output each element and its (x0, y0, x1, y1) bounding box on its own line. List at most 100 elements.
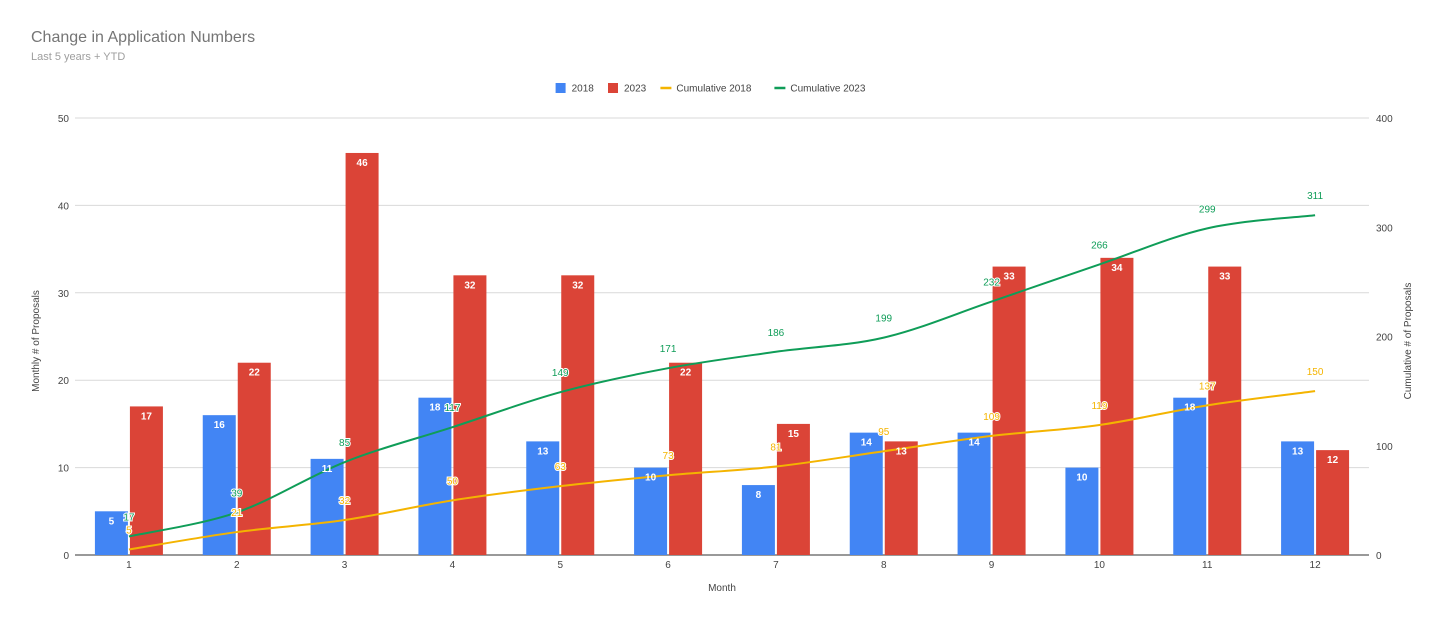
series-line (128, 390, 1316, 551)
x-tick-label: 11 (1202, 560, 1213, 571)
bar-data-label: 22 (680, 368, 692, 379)
legend-label: Cumulative 2023 (790, 84, 865, 95)
line-data-label: 171 (660, 344, 677, 355)
line-data-label: 63 (555, 462, 567, 473)
bar-data-label: 10 (1076, 473, 1088, 484)
bar-data-label: 8 (756, 490, 762, 501)
bar (741, 485, 775, 555)
x-tick-label: 8 (881, 560, 887, 571)
line-data-label: 21 (231, 508, 243, 519)
series-line (128, 214, 1316, 538)
left-tick-label: 50 (58, 114, 70, 125)
x-tick-label: 3 (342, 560, 348, 571)
line-data-label: 39 (231, 488, 243, 499)
bar (1208, 266, 1242, 555)
bar (453, 275, 487, 555)
bar-data-label: 16 (214, 420, 226, 431)
bar-data-label: 33 (1219, 272, 1231, 283)
bar (94, 511, 128, 555)
line-data-label: 50 (447, 476, 459, 487)
line-data-label: 81 (770, 443, 782, 454)
x-tick-label: 4 (450, 560, 456, 571)
x-tick-label: 12 (1310, 560, 1322, 571)
right-axis-ticks: 0 100 200 300 400 (1376, 114, 1393, 562)
legend-label: 2023 (624, 84, 647, 95)
line-data-label: 199 (875, 314, 892, 325)
left-axis-ticks: 0 10 20 30 40 50 (58, 114, 70, 562)
data-labels: 5 16 11 18 13 10 8 14 14 10 18 13 17 22 46 32 32 22 15 13 33… (109, 158, 1339, 538)
line-data-label: 232 (983, 278, 1000, 289)
line-data-label: 17 (123, 512, 135, 523)
right-tick-label: 300 (1376, 223, 1393, 234)
legend: 2018 2023 Cumulative 2018 Cumulative 2023 (555, 83, 866, 95)
left-tick-label: 10 (58, 464, 70, 475)
bar-data-label: 14 (969, 438, 981, 449)
bar-data-label: 13 (896, 446, 908, 457)
bar (849, 432, 883, 555)
y2-axis-title: Cumulative # of Proposals (1403, 283, 1414, 400)
right-tick-label: 100 (1376, 442, 1393, 453)
left-tick-label: 0 (63, 551, 69, 562)
bar-data-label: 5 (109, 516, 115, 527)
line-data-label: 119 (1091, 401, 1107, 412)
line-data-label: 186 (768, 328, 785, 339)
x-axis-ticks: 1 2 3 4 5 6 7 8 9 10 11 12 (126, 560, 1321, 571)
left-tick-label: 40 (58, 201, 70, 212)
bar-data-label: 13 (1292, 446, 1304, 457)
right-tick-label: 0 (1376, 551, 1382, 562)
bar-data-label: 18 (1184, 403, 1196, 414)
bar (1316, 450, 1350, 555)
x-tick-label: 5 (557, 560, 563, 571)
bar (1281, 441, 1315, 555)
x-tick-label: 10 (1094, 560, 1106, 571)
line-data-label: 311 (1307, 191, 1323, 202)
bar-data-label: 11 (322, 464, 333, 475)
bar (669, 362, 703, 555)
line-data-label: 117 (444, 403, 460, 414)
bar-data-label: 32 (464, 280, 476, 291)
line-data-label: 32 (339, 496, 351, 507)
chart-title: Change in Application Numbers (31, 29, 256, 46)
line-data-label: 109 (983, 412, 1000, 423)
left-tick-label: 30 (58, 289, 70, 300)
x-tick-label: 2 (234, 560, 240, 571)
bar (884, 441, 918, 555)
line-data-label: 266 (1091, 240, 1108, 251)
x-tick-label: 1 (126, 560, 132, 571)
bar-data-label: 17 (141, 411, 153, 422)
line-data-label: 137 (1199, 381, 1216, 392)
right-tick-label: 200 (1376, 333, 1393, 344)
bar (526, 441, 560, 555)
bar (561, 275, 595, 555)
chart-subtitle: Last 5 years + YTD (31, 51, 126, 63)
line-data-label: 73 (663, 451, 675, 462)
bar-data-label: 12 (1327, 455, 1339, 466)
y-axis-title: Monthly # of Proposals (31, 290, 42, 392)
bar (1173, 397, 1207, 555)
legend-swatch (555, 83, 566, 93)
line-data-label: 149 (552, 368, 569, 379)
line-data-label: 5 (126, 526, 132, 537)
gridlines (75, 117, 1369, 556)
bar (237, 362, 271, 555)
x-tick-label: 6 (665, 560, 671, 571)
line-data-label: 85 (339, 438, 351, 449)
bar (776, 423, 810, 555)
bar-data-label: 14 (861, 438, 873, 449)
line-data-label: 299 (1199, 204, 1216, 215)
bar (202, 415, 236, 555)
x-tick-label: 9 (989, 560, 995, 571)
bar-data-label: 34 (1111, 263, 1123, 274)
line-data-label: 95 (878, 427, 890, 438)
bar (957, 432, 991, 555)
bar (1065, 467, 1099, 555)
x-tick-label: 7 (773, 560, 779, 571)
bar (345, 152, 379, 555)
legend-label: Cumulative 2018 (676, 84, 751, 95)
bar-data-label: 32 (572, 280, 584, 291)
right-tick-label: 400 (1376, 114, 1393, 125)
lines (128, 214, 1316, 551)
left-tick-label: 20 (58, 376, 70, 387)
legend-label: 2018 (572, 84, 595, 95)
